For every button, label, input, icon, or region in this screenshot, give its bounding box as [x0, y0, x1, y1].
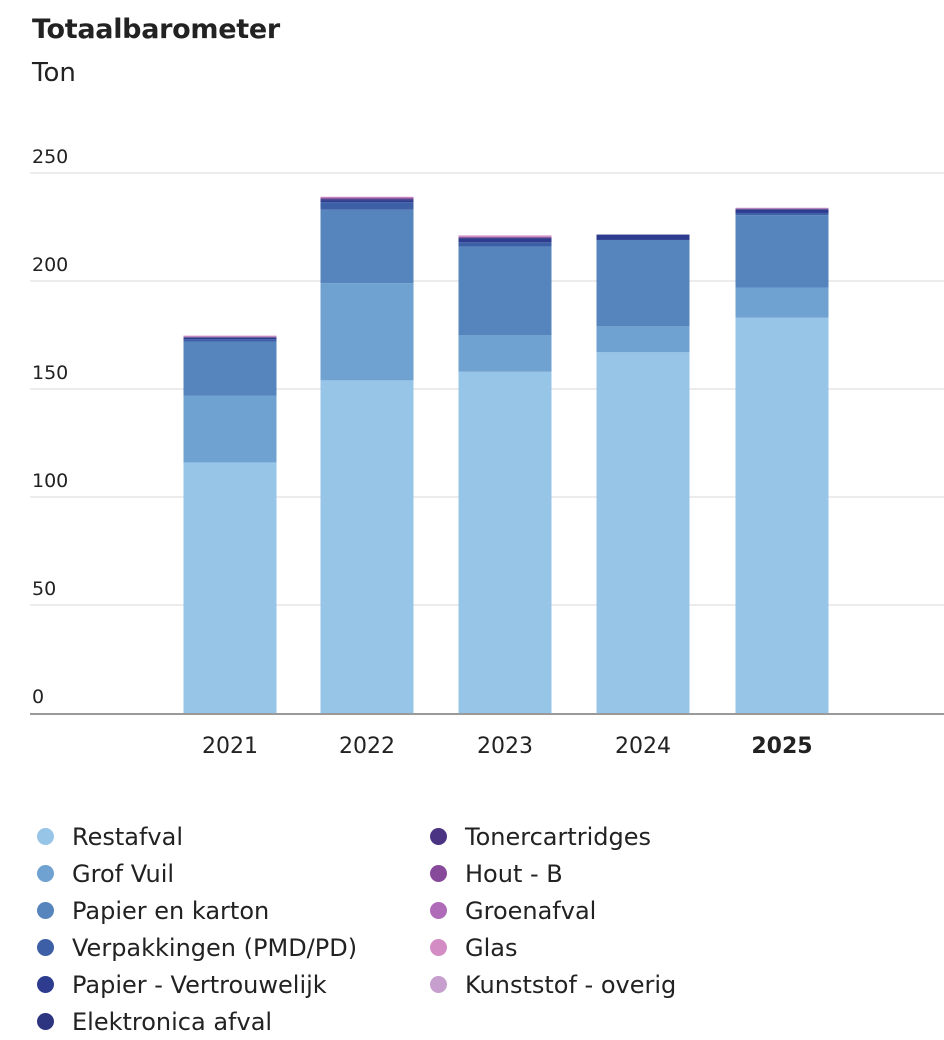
- bar-segment: [321, 202, 414, 210]
- legend-label: Grof Vuil: [72, 860, 174, 888]
- bar-segment: [597, 326, 690, 352]
- y-tick-label: 150: [32, 362, 68, 384]
- legend-swatch-icon: [37, 939, 54, 956]
- legend-item[interactable]: Tonercartridges: [430, 818, 676, 855]
- legend-item[interactable]: Groenafval: [430, 892, 676, 929]
- legend-label: Kunststof - overig: [465, 971, 676, 999]
- legend-swatch-icon: [37, 865, 54, 882]
- legend-swatch-icon: [37, 976, 54, 993]
- legend-label: Elektronica afval: [72, 1008, 272, 1036]
- y-tick-label: 50: [32, 578, 56, 600]
- bar-segment: [184, 395, 277, 462]
- bar-segment: [321, 197, 414, 198]
- bar-segment: [459, 239, 552, 242]
- bar-segment: [736, 213, 829, 215]
- bar-segment: [459, 238, 552, 239]
- bar-segment: [184, 338, 277, 340]
- bar-segment: [184, 337, 277, 338]
- bar-segment: [736, 209, 829, 210]
- bar-segment: [459, 237, 552, 238]
- bar-segment: [321, 380, 414, 713]
- bar-segment: [184, 336, 277, 337]
- legend-label: Verpakkingen (PMD/PD): [72, 934, 357, 962]
- legend-label: Hout - B: [465, 860, 563, 888]
- legend-swatch-icon: [430, 902, 447, 919]
- legend-item[interactable]: Grof Vuil: [37, 855, 357, 892]
- y-tick-label: 0: [32, 686, 44, 708]
- bar-segment: [184, 462, 277, 713]
- x-tick-label: 2024: [615, 734, 671, 759]
- legend-item[interactable]: Papier - Vertrouwelijk: [37, 966, 357, 1003]
- bar-segment: [459, 242, 552, 246]
- legend-label: Papier en karton: [72, 897, 269, 925]
- x-tick-label: 2021: [202, 734, 258, 759]
- y-tick-label: 250: [32, 146, 68, 168]
- bar-segment: [459, 335, 552, 372]
- legend-label: Papier - Vertrouwelijk: [72, 971, 327, 999]
- legend-item[interactable]: Kunststof - overig: [430, 966, 676, 1003]
- legend-item[interactable]: Papier en karton: [37, 892, 357, 929]
- legend-label: Tonercartridges: [465, 823, 651, 851]
- bar-segment: [321, 199, 414, 200]
- legend-swatch-icon: [430, 865, 447, 882]
- bar-segment: [736, 215, 829, 287]
- bar-segment: [321, 210, 414, 283]
- bar-segment: [321, 198, 414, 199]
- bar-segment: [736, 210, 829, 213]
- bar-segment: [597, 235, 690, 240]
- legend-label: Restafval: [72, 823, 183, 851]
- legend-column-left: Restafval Grof Vuil Papier en karton Verpak…: [37, 818, 357, 1040]
- legend-swatch-icon: [37, 1013, 54, 1030]
- legend-swatch-icon: [37, 828, 54, 845]
- x-tick-label: 2025: [751, 734, 812, 759]
- x-tick-label: 2022: [339, 734, 395, 759]
- legend-swatch-icon: [430, 976, 447, 993]
- bar-segment: [184, 339, 277, 341]
- legend-label: Glas: [465, 934, 517, 962]
- bar-segment: [736, 318, 829, 713]
- legend-item[interactable]: Glas: [430, 929, 676, 966]
- y-tick-label: 100: [32, 470, 68, 492]
- bar-segment: [321, 283, 414, 380]
- legend-swatch-icon: [37, 902, 54, 919]
- bar-segment: [321, 200, 414, 202]
- bar-segment: [597, 352, 690, 713]
- stacked-bar-chart: 0 50 100 150 200 250 2021 2022 2023 2024 2025: [0, 0, 944, 790]
- legend-item[interactable]: Restafval: [37, 818, 357, 855]
- x-tick-label: 2023: [477, 734, 533, 759]
- bar-segment: [459, 372, 552, 713]
- legend-swatch-icon: [430, 939, 447, 956]
- bar-segment: [459, 246, 552, 335]
- bar-segment: [736, 287, 829, 317]
- bar-segment: [184, 341, 277, 395]
- y-tick-label: 200: [32, 254, 68, 276]
- bar-segment: [459, 235, 552, 236]
- legend-item[interactable]: Verpakkingen (PMD/PD): [37, 929, 357, 966]
- legend-swatch-icon: [430, 828, 447, 845]
- legend-item[interactable]: Elektronica afval: [37, 1003, 357, 1040]
- legend-column-right: Tonercartridges Hout - B Groenafval Glas Kun…: [430, 818, 676, 1003]
- legend-label: Groenafval: [465, 897, 596, 925]
- bar-segment: [321, 199, 414, 200]
- bar-segment: [597, 240, 690, 326]
- legend-item[interactable]: Hout - B: [430, 855, 676, 892]
